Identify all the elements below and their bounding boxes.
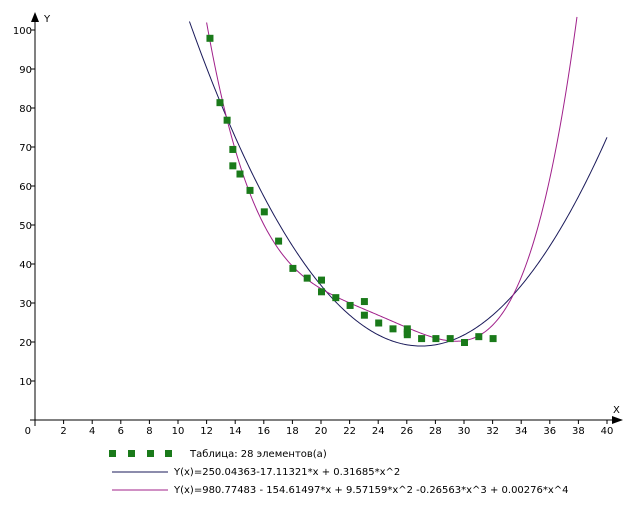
data-point (446, 335, 454, 343)
y-axis-label: Y (43, 14, 51, 25)
data-point (236, 170, 244, 178)
legend-item-quartic-fit-curve: Y(x)=980.77483 - 154.61497*x + 9.57159*x… (112, 485, 569, 496)
data-point (346, 301, 354, 309)
data-point (260, 208, 268, 216)
data-point (216, 99, 224, 107)
x-tick-label: 10 (172, 426, 185, 437)
legend-point-swatch (128, 450, 135, 457)
x-tick-label: 26 (400, 426, 413, 437)
legend-item-quadratic-fit-curve: Y(x)=250.04363-17.11321*x + 0.31685*x^2 (112, 467, 400, 478)
x-axis-arrow (612, 416, 623, 424)
legend: Таблица: 28 элементов(а) Y(x)=250.04363-1… (109, 449, 569, 496)
data-point (229, 145, 237, 153)
data-point (318, 288, 325, 296)
x-tick-label: 20 (315, 426, 328, 437)
data-point (418, 335, 426, 343)
data-point (303, 274, 311, 282)
x-tick-label: 40 (601, 426, 614, 437)
x-tick-label: 6 (118, 426, 124, 437)
data-point (275, 237, 283, 245)
quadratic-fit-curve (188, 21, 608, 347)
y-axis-arrow (31, 12, 39, 22)
legend-point-swatch (165, 450, 172, 457)
data-point (332, 294, 340, 302)
y-tick-label: 80 (19, 104, 32, 115)
x-tick-label: 36 (543, 426, 556, 437)
x-tick-label: 18 (286, 426, 299, 437)
data-point (375, 319, 383, 327)
y-tick-label: 60 (19, 182, 32, 193)
x-tick-label: 0 (25, 426, 31, 437)
x-tick-label: 12 (200, 426, 213, 437)
x-tick-label: 28 (429, 426, 442, 437)
data-point (360, 311, 368, 319)
x-tick-label: 14 (229, 426, 242, 437)
y-tick-label: 10 (19, 377, 32, 388)
data-point (489, 335, 497, 343)
data-point (403, 329, 411, 337)
y-tick-label: 50 (19, 221, 32, 232)
quartic-fit-curve (206, 16, 578, 342)
data-point (289, 264, 297, 272)
data-point (206, 34, 214, 42)
y-tick-label: 40 (19, 260, 32, 271)
legend-label-quartic-fit-curve: Y(x)=980.77483 - 154.61497*x + 9.57159*x… (173, 485, 569, 496)
data-point (389, 325, 397, 333)
x-tick-label: 34 (515, 426, 528, 437)
legend-point-swatch (109, 450, 116, 457)
x-tick-label: 38 (572, 426, 585, 437)
legend-label-points: Таблица: 28 элементов(а) (189, 449, 327, 460)
x-tick-label: 4 (89, 426, 95, 437)
legend-item-points: Таблица: 28 элементов(а) (109, 449, 327, 460)
data-point (318, 276, 325, 284)
curves-layer (188, 16, 608, 347)
data-point (246, 186, 254, 194)
x-tick-label: 32 (486, 426, 499, 437)
x-tick-label: 16 (257, 426, 270, 437)
y-tick-label: 70 (19, 143, 32, 154)
legend-point-swatch (147, 450, 154, 457)
legend-label-quadratic-fit-curve: Y(x)=250.04363-17.11321*x + 0.31685*x^2 (173, 467, 400, 478)
data-point (223, 116, 231, 124)
data-point (461, 339, 468, 346)
data-point (403, 325, 411, 333)
points-layer (206, 34, 497, 346)
x-tick-label: 22 (343, 426, 356, 437)
x-tick-label: 24 (372, 426, 385, 437)
x-tick-label: 2 (60, 426, 66, 437)
data-point (432, 335, 440, 343)
x-tick-label: 30 (458, 426, 471, 437)
x-axis-label: X (613, 405, 620, 416)
y-tick-label: 100 (13, 26, 32, 37)
data-point (360, 298, 368, 306)
data-point (475, 333, 483, 341)
axes-layer: YX0 2 4 6 8 10 12 14 16 18 20 22 24 26 28 30 32 34 36 38 401… (13, 12, 623, 437)
x-tick-label: 8 (146, 426, 152, 437)
data-point (229, 162, 237, 170)
y-tick-label: 20 (19, 338, 32, 349)
y-tick-label: 30 (19, 299, 32, 310)
y-tick-label: 90 (19, 65, 32, 76)
